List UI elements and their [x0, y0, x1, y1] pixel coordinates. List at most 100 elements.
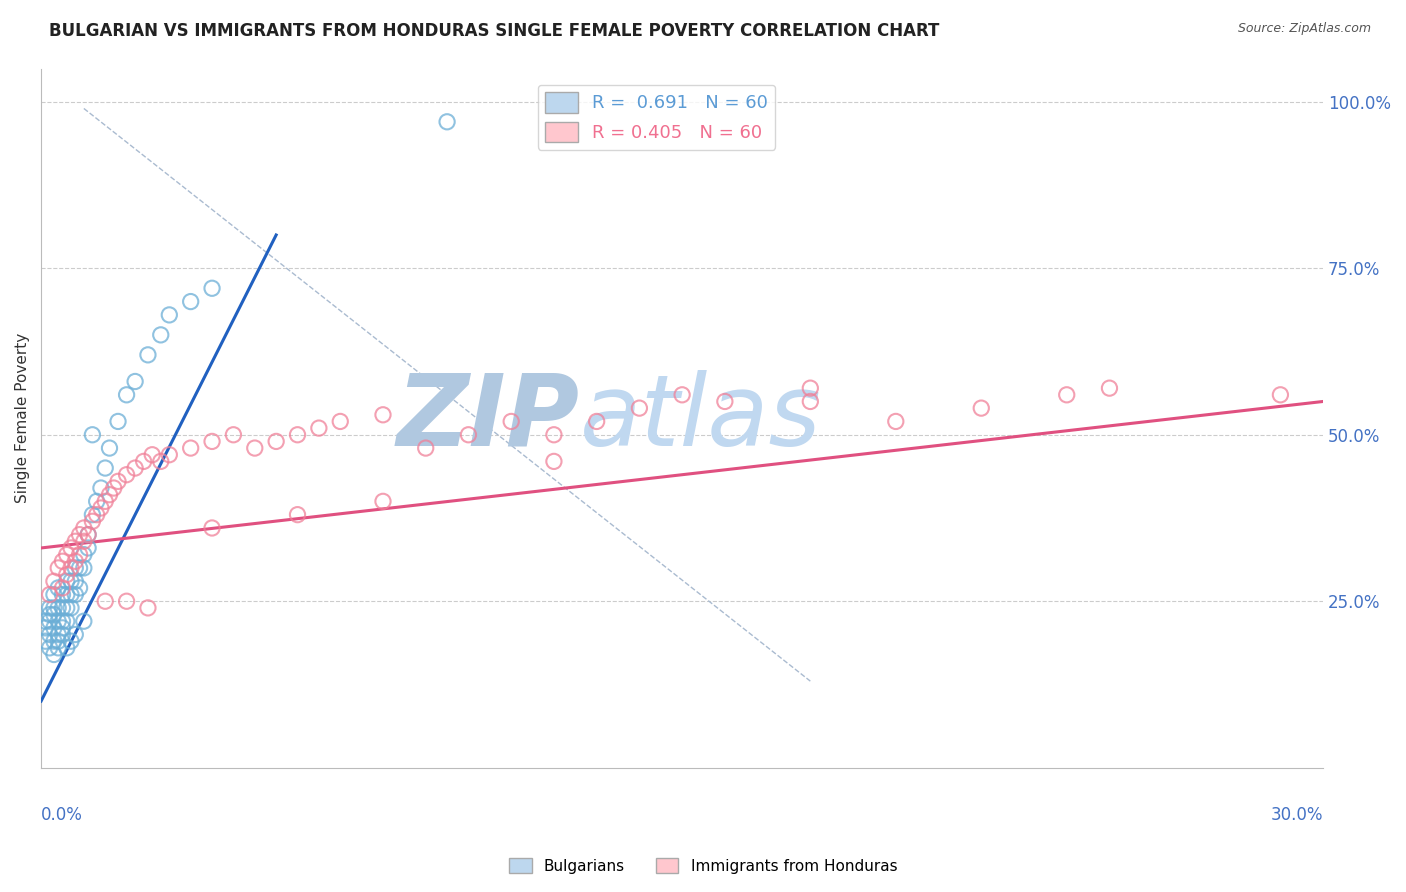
Point: [46, 600, 69, 615]
Point: [141, 448, 163, 462]
Point: [65, 574, 87, 589]
Point: [42, 574, 65, 589]
Point: [34, 634, 56, 648]
Legend: Bulgarians, Immigrants from Honduras: Bulgarians, Immigrants from Honduras: [502, 852, 904, 880]
Text: 0.0%: 0.0%: [41, 806, 83, 824]
Point: [51, 621, 73, 635]
Point: [436, 115, 458, 129]
Point: [585, 414, 607, 428]
Point: [308, 421, 330, 435]
Point: [42, 648, 65, 662]
Point: [115, 467, 138, 482]
Point: [98, 488, 121, 502]
Point: [73, 521, 96, 535]
Point: [60, 574, 83, 589]
Point: [69, 561, 91, 575]
Point: [329, 414, 352, 428]
Point: [287, 427, 309, 442]
Point: [107, 414, 129, 428]
Point: [51, 614, 73, 628]
Point: [42, 621, 65, 635]
Point: [55, 614, 77, 628]
Point: [65, 561, 87, 575]
Text: Source: ZipAtlas.com: Source: ZipAtlas.com: [1237, 22, 1371, 36]
Point: [415, 441, 437, 455]
Point: [264, 434, 287, 449]
Point: [34, 621, 56, 635]
Point: [201, 281, 224, 295]
Point: [628, 401, 651, 416]
Point: [671, 388, 693, 402]
Point: [55, 567, 77, 582]
Point: [82, 514, 104, 528]
Point: [90, 481, 112, 495]
Point: [42, 634, 65, 648]
Point: [157, 308, 180, 322]
Point: [77, 527, 100, 541]
Point: [34, 614, 56, 628]
Point: [124, 461, 146, 475]
Point: [65, 534, 87, 549]
Point: [51, 554, 73, 568]
Point: [1270, 388, 1292, 402]
Y-axis label: Single Female Poverty: Single Female Poverty: [15, 333, 30, 503]
Point: [42, 600, 65, 615]
Point: [46, 561, 69, 575]
Point: [55, 588, 77, 602]
Point: [38, 640, 60, 655]
Point: [38, 607, 60, 622]
Point: [55, 574, 77, 589]
Point: [107, 475, 129, 489]
Text: ZIP: ZIP: [396, 369, 579, 467]
Point: [243, 441, 266, 455]
Point: [98, 441, 121, 455]
Point: [60, 561, 83, 575]
Point: [51, 588, 73, 602]
Point: [73, 561, 96, 575]
Point: [38, 627, 60, 641]
Text: atlas: atlas: [579, 369, 821, 467]
Point: [180, 294, 202, 309]
Point: [90, 501, 112, 516]
Text: BULGARIAN VS IMMIGRANTS FROM HONDURAS SINGLE FEMALE POVERTY CORRELATION CHART: BULGARIAN VS IMMIGRANTS FROM HONDURAS SI…: [49, 22, 939, 40]
Point: [65, 588, 87, 602]
Point: [51, 581, 73, 595]
Point: [136, 600, 159, 615]
Point: [46, 634, 69, 648]
Point: [60, 541, 83, 555]
Point: [73, 548, 96, 562]
Point: [42, 607, 65, 622]
Point: [799, 394, 821, 409]
Point: [157, 448, 180, 462]
Point: [201, 434, 224, 449]
Point: [65, 554, 87, 568]
Point: [132, 454, 155, 468]
Point: [69, 548, 91, 562]
Point: [799, 381, 821, 395]
Point: [86, 494, 108, 508]
Point: [970, 401, 993, 416]
Point: [86, 508, 108, 522]
Point: [103, 481, 125, 495]
Point: [82, 508, 104, 522]
Point: [46, 614, 69, 628]
Point: [1098, 381, 1121, 395]
Point: [201, 521, 224, 535]
Point: [69, 527, 91, 541]
Point: [115, 388, 138, 402]
Point: [82, 427, 104, 442]
Point: [60, 588, 83, 602]
Point: [115, 594, 138, 608]
Point: [287, 508, 309, 522]
Point: [46, 627, 69, 641]
Legend: R =  0.691   N = 60, R = 0.405   N = 60: R = 0.691 N = 60, R = 0.405 N = 60: [538, 85, 775, 150]
Point: [46, 581, 69, 595]
Point: [38, 600, 60, 615]
Point: [124, 375, 146, 389]
Point: [42, 588, 65, 602]
Point: [46, 640, 69, 655]
Point: [77, 527, 100, 541]
Point: [1056, 388, 1078, 402]
Point: [65, 627, 87, 641]
Point: [51, 600, 73, 615]
